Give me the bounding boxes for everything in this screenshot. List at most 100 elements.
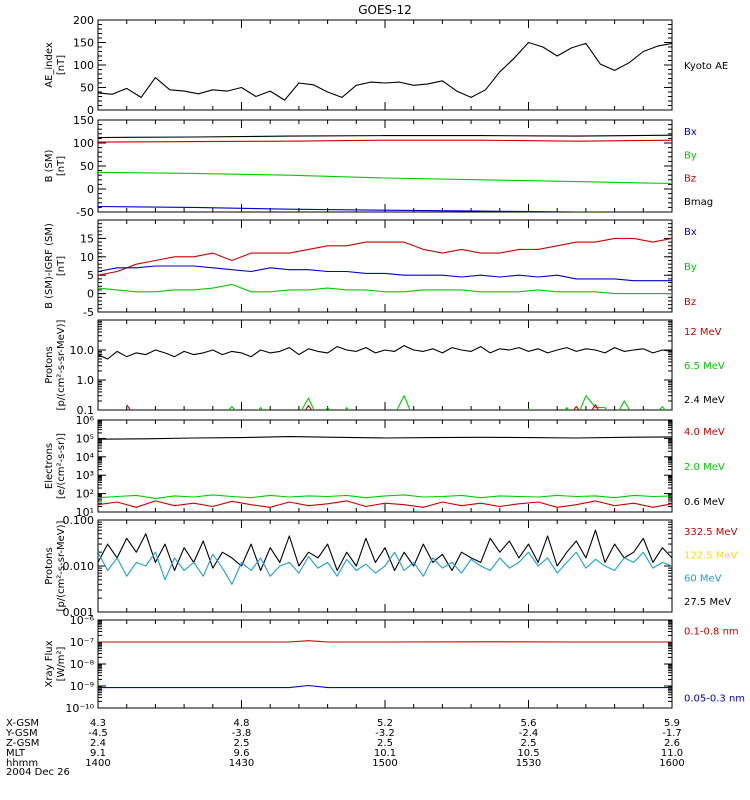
y-axis-label-line: [p/(cm²-s-sr-MeV)] xyxy=(56,319,67,410)
y-tick-label: 10⁵ xyxy=(76,432,94,445)
series-6-5-mev xyxy=(227,395,666,410)
legend-entry: Bz xyxy=(684,297,696,308)
plot-frame xyxy=(97,419,673,513)
legend-entry: Bx xyxy=(684,127,697,138)
y-tick-label: 150 xyxy=(73,37,94,50)
y-tick-label: 50 xyxy=(80,160,94,173)
legend-entry: 6.5 MeV xyxy=(684,361,725,372)
y-tick-label: 1.0 xyxy=(77,374,95,387)
y-axis-label-line: B (SM) xyxy=(44,149,55,182)
x-tick-label: 1530 xyxy=(516,758,541,769)
x-tick-label: 1600 xyxy=(659,758,684,769)
y-axis-label: Protons[p/(cm²-s-sr-MeV)] xyxy=(44,520,67,611)
legend-entry: 27.5 MeV xyxy=(684,597,731,608)
x-tick-label: 1500 xyxy=(372,758,397,769)
x-axis-rows: X-GSM 4.3 4.8 5.2 5.6 5.9 Y-GSM -4.5 -3.8 -3.2 -2.… xyxy=(5,718,685,769)
y-tick-label: 15 xyxy=(80,232,94,245)
legend-entry: 0.6 MeV xyxy=(684,497,725,508)
y-tick-label: 0 xyxy=(87,183,94,196)
x-row-label: MLT xyxy=(6,748,26,759)
legend-entry: 122.5 MeV xyxy=(684,550,738,561)
x-row-label: hhmm xyxy=(6,758,38,769)
series-bx xyxy=(98,205,635,212)
series-group xyxy=(98,134,672,212)
y-tick-label: 10⁻⁶ xyxy=(70,614,95,627)
y-tick-label: 10⁻⁸ xyxy=(70,658,95,671)
series-group xyxy=(98,640,672,689)
y-tick-label: 10⁻⁹ xyxy=(70,680,94,693)
series-by xyxy=(98,171,672,185)
y-axis-label-line: AE_index xyxy=(44,42,55,88)
y-axis-label: Xray Flux[W/m²] xyxy=(44,640,67,687)
series-bz xyxy=(98,237,672,276)
y-tick-label: 10⁻⁷ xyxy=(70,636,94,649)
y-tick-label: 0.100 xyxy=(63,514,95,527)
y-axis-label: B (SM)-IGRF (SM)[nT] xyxy=(44,223,67,309)
series-4-0-mev xyxy=(98,500,672,508)
x-tick-label: 1400 xyxy=(85,758,110,769)
legend-entry: 12 MeV xyxy=(684,327,722,338)
legend-entry: Bmag xyxy=(684,197,713,208)
y-tick-label: 10⁻¹⁰ xyxy=(65,702,94,715)
y-tick-label: 0.010 xyxy=(63,560,95,573)
series-group xyxy=(98,436,672,508)
x-tick-label: 4.8 xyxy=(234,718,250,729)
y-tick-label: 0 xyxy=(87,288,94,301)
x-tick-label: 2.5 xyxy=(521,738,537,749)
panel-bsmigrf: -5 0 5 10 15 B (SM)-IGRF (SM)[nT] Bx By Bz xyxy=(44,219,697,319)
y-tick-label: -50 xyxy=(76,206,94,219)
y-tick-label: 10² xyxy=(76,488,94,501)
x-tick-label: 2.6 xyxy=(664,738,680,749)
y-tick-label: 10³ xyxy=(76,469,94,482)
y-tick-label: 10⁶ xyxy=(76,414,95,427)
series-60-mev xyxy=(98,551,672,585)
x-row-label: X-GSM xyxy=(6,718,39,729)
y-axis-label-line: B (SM)-IGRF (SM) xyxy=(44,223,55,309)
x-tick-label: 5.9 xyxy=(664,718,680,729)
legend-entry: By xyxy=(684,262,697,273)
x-row-label: Y-GSM xyxy=(5,728,38,739)
series-kyoto-ae xyxy=(98,41,672,101)
series-bmag xyxy=(98,134,672,139)
legend-entry: By xyxy=(684,150,697,161)
y-tick-label: 50 xyxy=(80,82,94,95)
x-tick-label: 10.5 xyxy=(517,748,539,759)
y-tick-label: 5 xyxy=(87,269,94,282)
panel-protons_high: 0.0010.0100.100Protons[p/(cm²-s-sr-MeV)]… xyxy=(44,514,738,619)
x-tick-label: -3.8 xyxy=(232,728,252,739)
y-tick-label: 150 xyxy=(73,114,94,127)
legend-entry: 332.5 MeV xyxy=(684,527,738,538)
plot-frame xyxy=(97,119,673,213)
y-tick-label: 10 xyxy=(80,251,94,264)
y-tick-label: -5 xyxy=(83,306,94,319)
y-tick-label: 200 xyxy=(73,14,94,27)
x-tick-label: 5.6 xyxy=(521,718,537,729)
x-tick-label: 9.1 xyxy=(90,748,106,759)
y-tick-label: 10¹ xyxy=(76,506,94,519)
series-12-mev xyxy=(126,404,600,410)
y-axis-label: Protons[p/(cm²-s-sr-MeV)] xyxy=(44,319,67,410)
plot-frame xyxy=(97,19,673,111)
legend-entry: 4.0 MeV xyxy=(684,427,725,438)
y-tick-label: 100 xyxy=(73,137,94,150)
series-bx xyxy=(98,265,672,282)
series-group xyxy=(98,529,672,585)
series-group xyxy=(98,345,672,410)
panel-electrons: 10¹ 10² 10³ 10⁴ 10⁵ 10⁶ Electrons[e/(cm²-s-sr)… xyxy=(44,414,725,519)
series-group xyxy=(98,237,672,295)
series-2-4-mev xyxy=(98,345,672,360)
x-tick-label: 2.4 xyxy=(90,738,106,749)
series-by xyxy=(98,283,672,295)
y-tick-label: 100 xyxy=(73,59,94,72)
y-axis-label-line: [nT] xyxy=(56,156,67,176)
series-0-1-0-8-nm xyxy=(98,640,672,643)
y-axis-label-line: [W/m²] xyxy=(56,646,67,681)
series-group xyxy=(98,41,672,101)
y-axis-label: AE_index[nT] xyxy=(44,42,67,88)
y-axis-label: B (SM)[nT] xyxy=(44,149,67,182)
x-tick-label: 1430 xyxy=(229,758,254,769)
series-bz xyxy=(98,139,672,143)
